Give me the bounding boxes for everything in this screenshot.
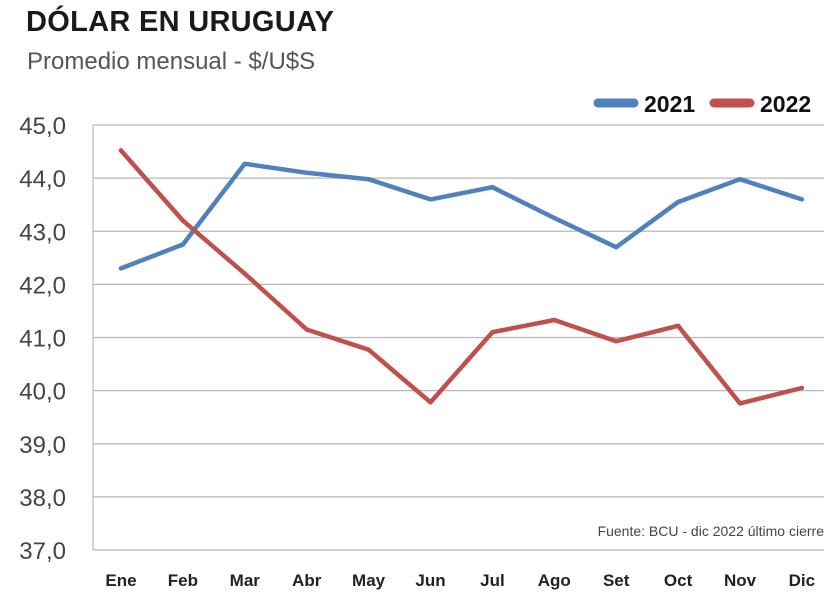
x-tick-label: Set xyxy=(603,571,630,590)
data-point-2021 xyxy=(366,176,371,182)
y-tick-label: 44,0 xyxy=(19,166,66,193)
gridlines xyxy=(92,124,824,551)
data-point-2022 xyxy=(490,329,495,335)
y-tick-label: 40,0 xyxy=(19,379,66,406)
y-axis-ticks: 37,0 38,0 39,0 40,0 41,0 42,0 43,0 44,0 45,0 xyxy=(19,113,66,565)
x-tick-label: Nov xyxy=(724,571,757,590)
x-tick-label: Feb xyxy=(168,571,198,590)
series-line-2021 xyxy=(118,161,805,271)
legend-label-2021: 2021 xyxy=(644,91,695,117)
x-tick-label: Mar xyxy=(230,571,261,590)
chart-title: DÓLAR EN URUGUAY xyxy=(26,6,335,38)
data-point-2022 xyxy=(737,401,743,406)
x-tick-label: Jul xyxy=(480,571,505,590)
legend-label-2022: 2022 xyxy=(760,91,811,117)
chart-subtitle: Promedio mensual - $/U$S xyxy=(27,48,316,75)
data-point-2022 xyxy=(675,323,681,329)
y-tick-label: 39,0 xyxy=(19,432,66,459)
y-tick-label: 38,0 xyxy=(19,485,66,512)
data-point-2021 xyxy=(428,197,433,202)
data-point-2022 xyxy=(366,347,371,352)
data-point-2021 xyxy=(180,242,186,247)
data-point-2021 xyxy=(799,197,805,202)
data-point-2021 xyxy=(242,161,247,166)
data-point-2022 xyxy=(614,339,619,344)
x-tick-label: Jun xyxy=(415,571,445,590)
y-tick-label: 43,0 xyxy=(19,219,66,246)
x-tick-label: Oct xyxy=(664,571,693,590)
x-tick-label: May xyxy=(352,571,386,590)
series-line-2022 xyxy=(118,148,805,406)
y-tick-label: 45,0 xyxy=(19,113,66,140)
data-point-2022 xyxy=(552,317,557,323)
data-point-2021 xyxy=(614,244,619,250)
data-point-2022 xyxy=(428,400,433,405)
x-tick-label: Abr xyxy=(292,571,322,590)
source-note: Fuente: BCU - dic 2022 último cierre xyxy=(598,523,825,539)
x-tick-label: Ago xyxy=(538,571,571,590)
data-point-2022 xyxy=(118,148,124,153)
y-tick-label: 42,0 xyxy=(19,272,66,299)
x-axis-ticks: Ene Feb Mar Abr May Jun Jul Ago Set Oct Nov Dic xyxy=(105,571,815,590)
data-point-2021 xyxy=(737,176,743,182)
data-point-2021 xyxy=(552,215,557,221)
x-tick-label: Ene xyxy=(105,571,136,590)
data-point-2021 xyxy=(490,184,495,190)
data-point-2021 xyxy=(118,266,124,271)
legend: 2021 2022 xyxy=(593,91,811,117)
data-point-2022 xyxy=(242,271,247,276)
data-point-2021 xyxy=(675,199,681,205)
y-tick-label: 41,0 xyxy=(19,326,66,353)
data-point-2022 xyxy=(304,327,309,332)
data-point-2021 xyxy=(304,170,309,176)
data-point-2022 xyxy=(180,218,186,223)
y-tick-label: 37,0 xyxy=(19,538,66,565)
data-point-2022 xyxy=(799,385,805,391)
series-lines xyxy=(118,148,805,406)
x-tick-label: Dic xyxy=(789,571,815,590)
